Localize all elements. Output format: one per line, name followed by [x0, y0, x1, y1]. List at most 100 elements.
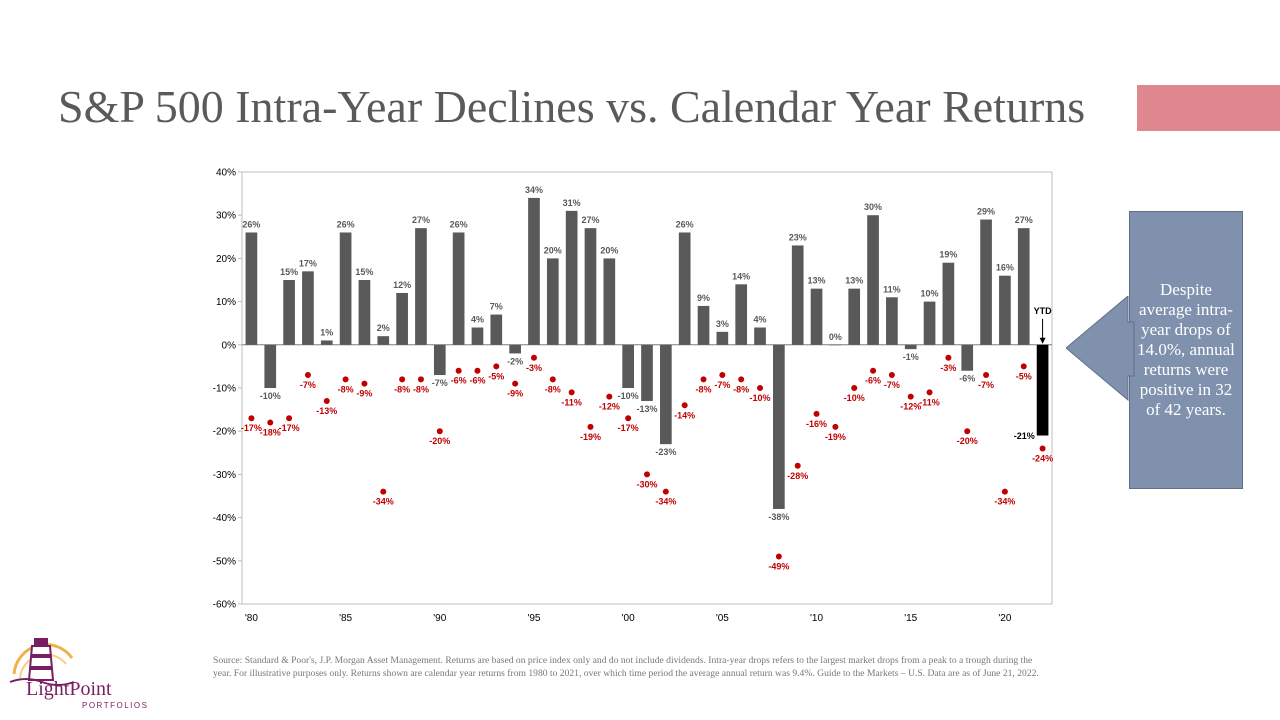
- return-bar: [546, 258, 559, 345]
- return-bar: [433, 344, 446, 376]
- drop-dot: [926, 389, 933, 396]
- drop-dot: [1039, 445, 1046, 452]
- return-bar: [923, 301, 936, 345]
- drop-label: -8%: [394, 384, 410, 394]
- return-label: 0%: [829, 332, 842, 342]
- drop-label: -13%: [316, 406, 337, 416]
- return-bar: [999, 275, 1011, 345]
- return-bar: [302, 271, 314, 345]
- drop-label: -18%: [260, 428, 281, 438]
- logo-wordmark: LightPoint: [26, 678, 112, 700]
- return-label: 4%: [471, 315, 484, 325]
- return-bar: [264, 344, 277, 388]
- drop-dot: [549, 376, 556, 383]
- drop-label: -3%: [526, 363, 542, 373]
- x-tick-label: '90: [433, 613, 446, 624]
- drop-label: -10%: [750, 393, 771, 403]
- return-label: 26%: [242, 219, 260, 229]
- drop-dot: [342, 376, 349, 383]
- return-bar: [980, 219, 992, 345]
- return-label: 2%: [377, 323, 390, 333]
- return-bar: [754, 327, 766, 345]
- return-label: -21%: [1014, 431, 1035, 441]
- return-label: 17%: [299, 258, 317, 268]
- drop-label: -9%: [507, 389, 523, 399]
- y-tick-label: -30%: [213, 470, 236, 481]
- return-label: 30%: [864, 202, 882, 212]
- return-label: -38%: [768, 512, 789, 522]
- return-bar: [641, 344, 653, 401]
- x-tick-label: '20: [998, 613, 1011, 624]
- return-label: 19%: [939, 250, 957, 260]
- source-note: Source: Standard & Poor's, J.P. Morgan A…: [213, 655, 1039, 679]
- return-label: -1%: [903, 352, 919, 362]
- return-label: 15%: [355, 267, 373, 277]
- drop-label: -8%: [696, 384, 712, 394]
- return-label: 16%: [996, 263, 1014, 273]
- return-label: 15%: [280, 267, 298, 277]
- drop-dot: [399, 376, 406, 383]
- drop-dot: [757, 385, 764, 391]
- return-label: 26%: [676, 219, 694, 229]
- y-tick-label: -60%: [213, 600, 236, 611]
- return-bar: [528, 197, 540, 345]
- return-bar: [452, 232, 465, 345]
- drop-label: -3%: [940, 363, 956, 373]
- return-label: 27%: [412, 215, 430, 225]
- return-bar: [829, 344, 842, 346]
- drop-label: -19%: [580, 432, 601, 442]
- drop-dot: [606, 393, 613, 400]
- return-bar: [509, 344, 521, 354]
- drop-label: -19%: [825, 432, 846, 442]
- drop-dot: [380, 488, 387, 495]
- return-bar: [791, 245, 804, 345]
- drop-dot: [945, 354, 952, 361]
- drop-label: -20%: [957, 436, 978, 446]
- drop-dot: [493, 363, 500, 370]
- x-tick-label: '10: [810, 613, 823, 624]
- logo-subtitle: PORTFOLIOS: [82, 701, 149, 710]
- return-bar: [735, 284, 748, 345]
- return-bar: [697, 305, 710, 345]
- callout-box: Despite average intra-year drops of 14.0…: [1129, 211, 1243, 489]
- drop-dot: [587, 423, 594, 430]
- drop-dot: [794, 462, 801, 469]
- return-bar: [848, 288, 861, 345]
- return-label: 11%: [883, 284, 901, 294]
- drop-dot: [248, 415, 255, 422]
- y-tick-label: -20%: [213, 427, 236, 438]
- drop-dot: [870, 367, 877, 374]
- drop-label: -17%: [618, 423, 639, 433]
- drop-label: -34%: [373, 497, 394, 507]
- return-label: 20%: [544, 245, 562, 255]
- return-bar: [320, 340, 333, 345]
- return-bar: [678, 232, 691, 345]
- drop-dot: [625, 415, 632, 422]
- drop-label: -8%: [413, 384, 429, 394]
- ytd-label: YTD: [1034, 306, 1053, 316]
- drop-label: -28%: [787, 471, 808, 481]
- return-bar: [415, 228, 427, 345]
- return-label: -10%: [618, 391, 639, 401]
- drop-dot: [907, 393, 914, 400]
- return-bar: [339, 232, 352, 345]
- drop-dot: [1020, 363, 1027, 370]
- return-label: 23%: [789, 232, 807, 242]
- drop-dot: [662, 488, 669, 495]
- return-label: 13%: [808, 276, 826, 286]
- x-tick-label: '15: [904, 613, 917, 624]
- drop-dot: [700, 376, 707, 383]
- return-bar: [565, 210, 578, 345]
- return-label: 27%: [581, 215, 599, 225]
- return-label: 1%: [320, 327, 333, 337]
- drop-dot: [964, 428, 971, 435]
- return-bar: [867, 215, 879, 345]
- return-label: -2%: [507, 356, 523, 366]
- drop-label: -49%: [768, 561, 789, 571]
- drop-dot: [455, 367, 462, 374]
- return-bar: [659, 344, 672, 445]
- return-label: 4%: [754, 315, 767, 325]
- drop-label: -8%: [733, 384, 749, 394]
- return-label: 12%: [393, 280, 411, 290]
- return-bar: [810, 288, 823, 345]
